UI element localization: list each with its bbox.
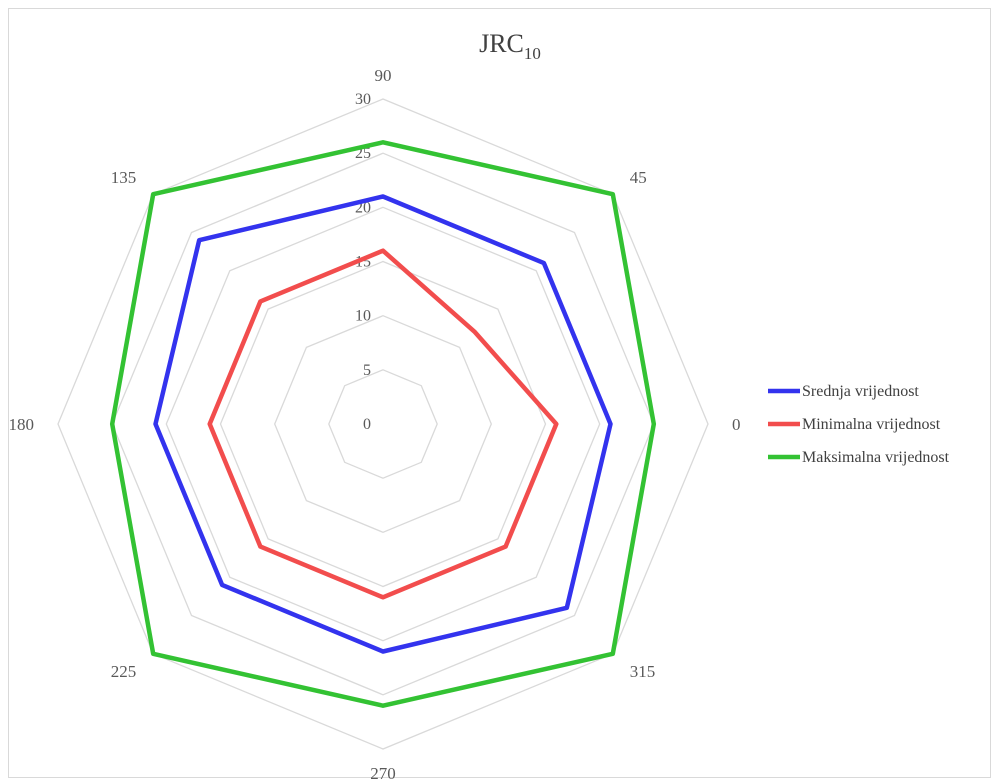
category-label: 180 xyxy=(9,415,35,434)
radial-tick-label: 5 xyxy=(363,362,371,379)
radar-grid xyxy=(57,98,709,750)
grid-ring-30 xyxy=(57,98,709,750)
category-label: 45 xyxy=(630,168,647,187)
chart-frame xyxy=(8,8,991,778)
series-line-1 xyxy=(153,194,613,654)
chart-title-main: JRC xyxy=(479,29,524,58)
category-labels: 90 45 0 315 270 225 180 135 xyxy=(9,66,741,783)
series-line-2 xyxy=(207,248,559,600)
chart-title: JRC10 xyxy=(479,29,541,63)
grid-ring-20 xyxy=(165,206,601,642)
grid-ring-10 xyxy=(273,314,493,534)
radial-tick-label: 0 xyxy=(363,416,371,433)
category-label: 315 xyxy=(630,662,656,681)
legend-label: Maksimalna vrijednost xyxy=(802,449,950,466)
legend-label: Srednja vrijednost xyxy=(802,383,919,400)
grid-ring-5 xyxy=(328,369,438,479)
category-label: 0 xyxy=(732,415,741,434)
category-label: 225 xyxy=(111,662,137,681)
radial-tick-label: 10 xyxy=(355,308,371,325)
legend-label: Minimalna vrijednost xyxy=(802,416,941,433)
series-line-3 xyxy=(109,140,657,708)
series-lines xyxy=(109,140,657,708)
legend: Srednja vrijednost Minimalna vrijednost Ma… xyxy=(768,383,950,466)
grid-ring-15 xyxy=(219,260,547,588)
grid-ring-25 xyxy=(111,152,655,696)
category-label: 270 xyxy=(370,764,396,783)
chart-title-subscript: 10 xyxy=(524,44,541,63)
radial-tick-label: 30 xyxy=(355,91,371,108)
category-label: 90 xyxy=(375,66,392,85)
category-label: 135 xyxy=(111,168,137,187)
